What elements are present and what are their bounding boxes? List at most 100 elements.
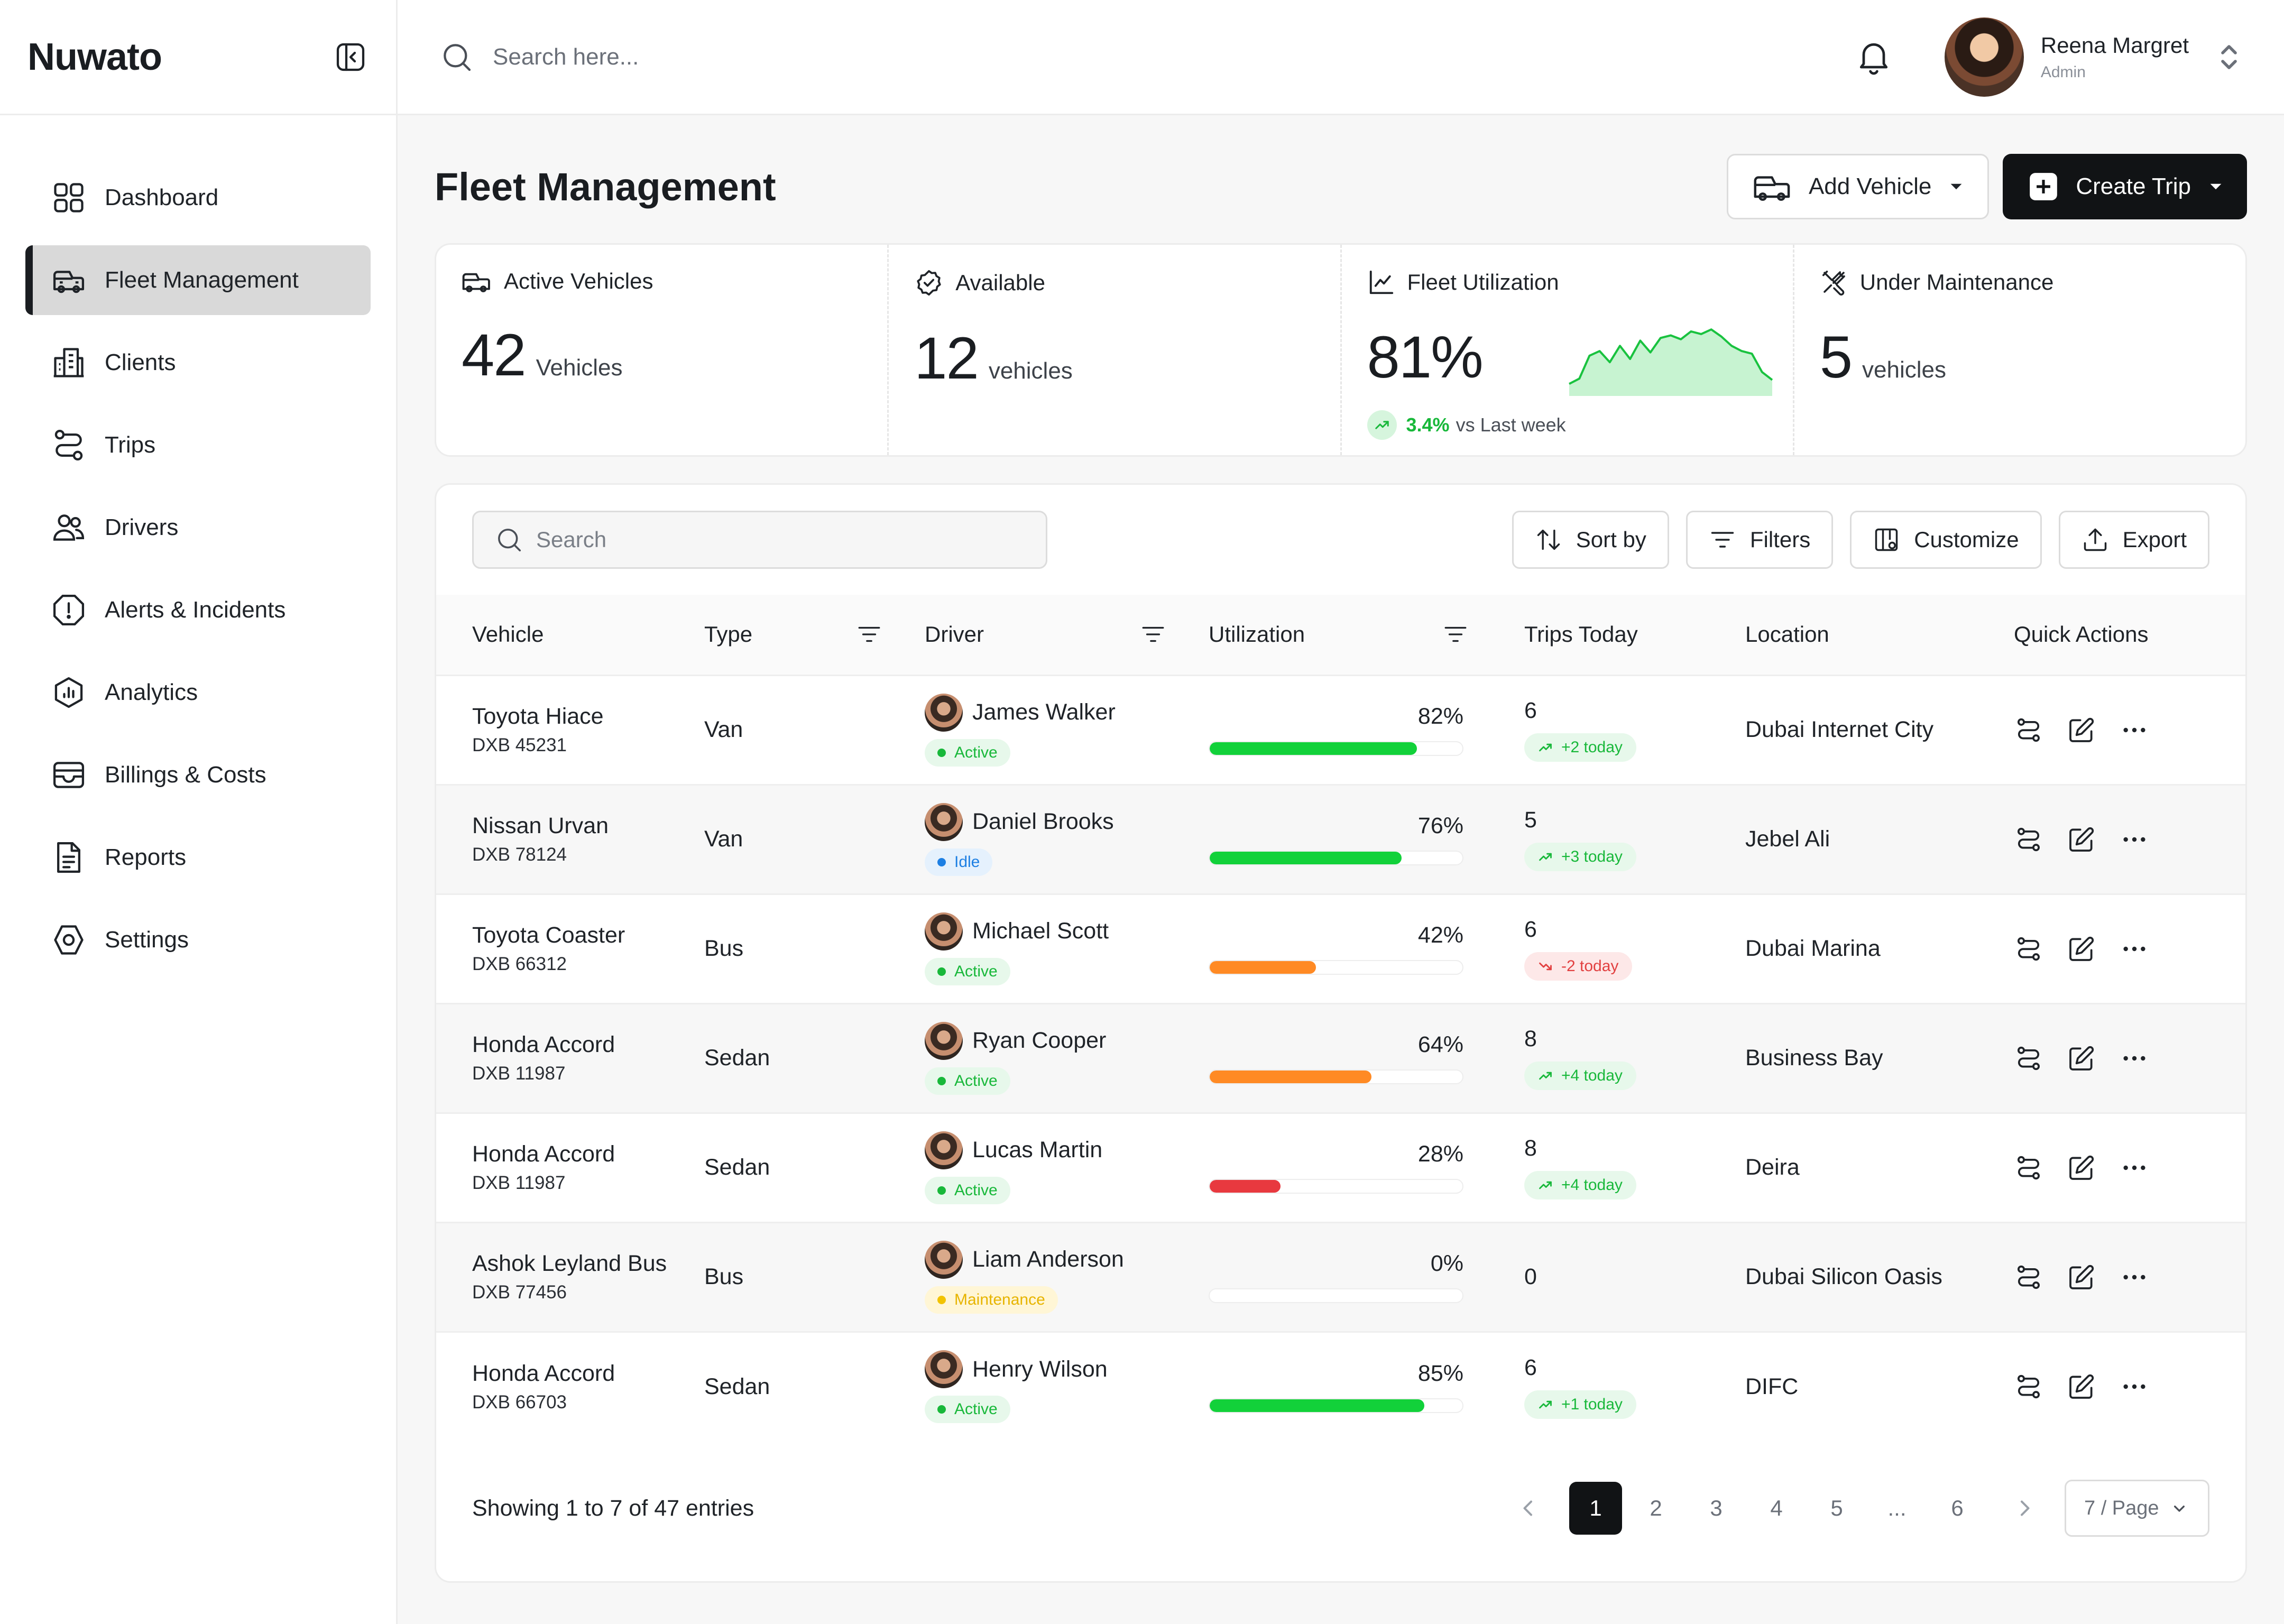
driver-name[interactable]: Ryan Cooper bbox=[972, 1028, 1107, 1053]
more-horizontal-icon[interactable] bbox=[2120, 934, 2149, 964]
column-header-driver[interactable]: Driver bbox=[925, 595, 1209, 675]
stat-unit: Vehicles bbox=[536, 355, 623, 381]
route-icon[interactable] bbox=[2014, 1372, 2043, 1401]
create-trip-button[interactable]: Create Trip bbox=[2003, 154, 2247, 219]
driver-name[interactable]: Henry Wilson bbox=[972, 1356, 1108, 1382]
add-vehicle-button[interactable]: Add Vehicle bbox=[1726, 154, 1990, 219]
sidebar-item-drivers[interactable]: Drivers bbox=[25, 493, 371, 562]
filter-icon[interactable] bbox=[1140, 621, 1166, 648]
more-horizontal-icon[interactable] bbox=[2120, 1044, 2149, 1073]
table-search-input[interactable]: Search bbox=[472, 511, 1047, 569]
driver-name[interactable]: Lucas Martin bbox=[972, 1137, 1103, 1162]
route-icon[interactable] bbox=[2014, 1044, 2043, 1073]
chevron-right-icon[interactable] bbox=[2009, 1492, 2040, 1524]
vehicle-cell: Ashok Leyland Bus DXB 77456 bbox=[436, 1222, 704, 1332]
column-header-trips-today[interactable]: Trips Today bbox=[1524, 595, 1745, 675]
page-button[interactable]: 4 bbox=[1770, 1496, 1783, 1520]
edit-icon[interactable] bbox=[2067, 934, 2096, 964]
more-horizontal-icon[interactable] bbox=[2120, 825, 2149, 854]
sort-by-button[interactable]: Sort by bbox=[1512, 511, 1669, 569]
filter-icon[interactable] bbox=[1442, 621, 1469, 648]
table-row[interactable]: Nissan Urvan DXB 78124 Van Daniel Brooks Idl… bbox=[436, 785, 2245, 894]
vehicle-type: Bus bbox=[704, 936, 744, 961]
route-icon[interactable] bbox=[2014, 715, 2043, 745]
sidebar-item-label: Trips bbox=[105, 432, 156, 458]
column-header-type[interactable]: Type bbox=[704, 595, 925, 675]
table-row[interactable]: Ashok Leyland Bus DXB 77456 Bus Liam Anders… bbox=[436, 1222, 2245, 1332]
edit-icon[interactable] bbox=[2067, 1044, 2096, 1073]
column-header-vehicle[interactable]: Vehicle bbox=[436, 595, 704, 675]
sidebar-item-fleet-management[interactable]: Fleet Management bbox=[25, 245, 371, 315]
export-button[interactable]: Export bbox=[2058, 511, 2209, 569]
table-row[interactable]: Toyota Coaster DXB 66312 Bus Michael Scott A… bbox=[436, 894, 2245, 1003]
per-page-select[interactable]: 7 / Page bbox=[2065, 1480, 2209, 1537]
utilization-value: 85% bbox=[1417, 1360, 1463, 1386]
edit-icon[interactable] bbox=[2067, 1262, 2096, 1292]
quick-actions-cell bbox=[2014, 785, 2245, 894]
utilization-bar-fill bbox=[1210, 1399, 1425, 1412]
table-row[interactable]: Honda Accord DXB 66703 Sedan Henry Wilson Ac… bbox=[436, 1332, 2245, 1441]
table-row[interactable]: Honda Accord DXB 11987 Sedan Ryan Cooper Act… bbox=[436, 1003, 2245, 1113]
route-icon[interactable] bbox=[2014, 1153, 2043, 1183]
column-header-location[interactable]: Location bbox=[1745, 595, 2014, 675]
route-icon[interactable] bbox=[2014, 1262, 2043, 1292]
type-cell: Sedan bbox=[704, 1003, 925, 1113]
column-header-utilization[interactable]: Utilization bbox=[1209, 595, 1524, 675]
quick-actions-cell bbox=[2014, 675, 2245, 785]
sidebar-item-dashboard[interactable]: Dashboard bbox=[25, 163, 371, 233]
edit-icon[interactable] bbox=[2067, 825, 2096, 854]
status-badge: Active bbox=[925, 1176, 1010, 1204]
chevron-up-down-icon[interactable] bbox=[2216, 40, 2242, 74]
trips-count: 6 bbox=[1524, 917, 1537, 942]
page-button[interactable]: 2 bbox=[1650, 1496, 1662, 1520]
sidebar-item-reports[interactable]: Reports bbox=[25, 823, 371, 892]
more-horizontal-icon[interactable] bbox=[2120, 1262, 2149, 1292]
vehicle-type: Van bbox=[704, 717, 743, 742]
page-button[interactable]: 5 bbox=[1830, 1496, 1843, 1520]
page-title: Fleet Management bbox=[435, 164, 776, 209]
chevron-left-icon[interactable] bbox=[1513, 1492, 1544, 1524]
sidebar-item-alerts-incidents[interactable]: Alerts & Incidents bbox=[25, 575, 371, 645]
more-horizontal-icon[interactable] bbox=[2120, 715, 2149, 745]
utilization-cell: 64% bbox=[1209, 1003, 1524, 1113]
collapse-sidebar-icon[interactable] bbox=[333, 39, 369, 75]
stat-value: 42 bbox=[462, 322, 527, 388]
filter-icon[interactable] bbox=[856, 621, 882, 648]
global-search[interactable]: Search here... bbox=[440, 40, 1854, 74]
global-search-input[interactable]: Search here... bbox=[493, 43, 639, 70]
stat-label: Under Maintenance bbox=[1859, 270, 2054, 294]
sidebar-item-billings-costs[interactable]: Billings & Costs bbox=[25, 740, 371, 810]
column-header-quick-actions: Quick Actions bbox=[2014, 595, 2245, 675]
driver-name[interactable]: Michael Scott bbox=[972, 918, 1109, 944]
driver-cell: Ryan Cooper Active bbox=[925, 1003, 1209, 1113]
more-horizontal-icon[interactable] bbox=[2120, 1372, 2149, 1401]
sidebar-item-analytics[interactable]: Analytics bbox=[25, 658, 371, 727]
table-header-row: Vehicle Type Driver Utilization Trips To… bbox=[436, 595, 2245, 675]
location-cell: DIFC bbox=[1745, 1332, 2014, 1441]
sidebar-item-trips[interactable]: Trips bbox=[25, 410, 371, 480]
notification-bell-icon[interactable] bbox=[1854, 37, 1894, 77]
page-button[interactable]: 1 bbox=[1569, 1482, 1622, 1535]
vehicle-type: Bus bbox=[704, 1264, 744, 1289]
edit-icon[interactable] bbox=[2067, 1153, 2096, 1183]
line-chart-icon bbox=[1369, 270, 1393, 294]
table-row[interactable]: Toyota Hiace DXB 45231 Van James Walker Acti… bbox=[436, 675, 2245, 785]
driver-name[interactable]: James Walker bbox=[972, 699, 1116, 725]
more-horizontal-icon[interactable] bbox=[2120, 1153, 2149, 1183]
sidebar-item-clients[interactable]: Clients bbox=[25, 328, 371, 398]
page-button[interactable]: 6 bbox=[1951, 1496, 1964, 1520]
edit-icon[interactable] bbox=[2067, 715, 2096, 745]
utilization-bar bbox=[1209, 741, 1463, 756]
filters-button[interactable]: Filters bbox=[1686, 511, 1834, 569]
customize-button[interactable]: Customize bbox=[1850, 511, 2042, 569]
table-row[interactable]: Honda Accord DXB 11987 Sedan Lucas Martin Ac… bbox=[436, 1113, 2245, 1222]
route-icon[interactable] bbox=[2014, 825, 2043, 854]
user-menu[interactable]: Reena Margret Admin bbox=[1944, 17, 2242, 97]
edit-icon[interactable] bbox=[2067, 1372, 2096, 1401]
driver-name[interactable]: Liam Anderson bbox=[972, 1247, 1124, 1272]
sidebar-item-label: Billings & Costs bbox=[105, 762, 266, 788]
driver-name[interactable]: Daniel Brooks bbox=[972, 809, 1114, 834]
sidebar-item-settings[interactable]: Settings bbox=[25, 905, 371, 975]
page-button[interactable]: 3 bbox=[1710, 1496, 1723, 1520]
route-icon[interactable] bbox=[2014, 934, 2043, 964]
